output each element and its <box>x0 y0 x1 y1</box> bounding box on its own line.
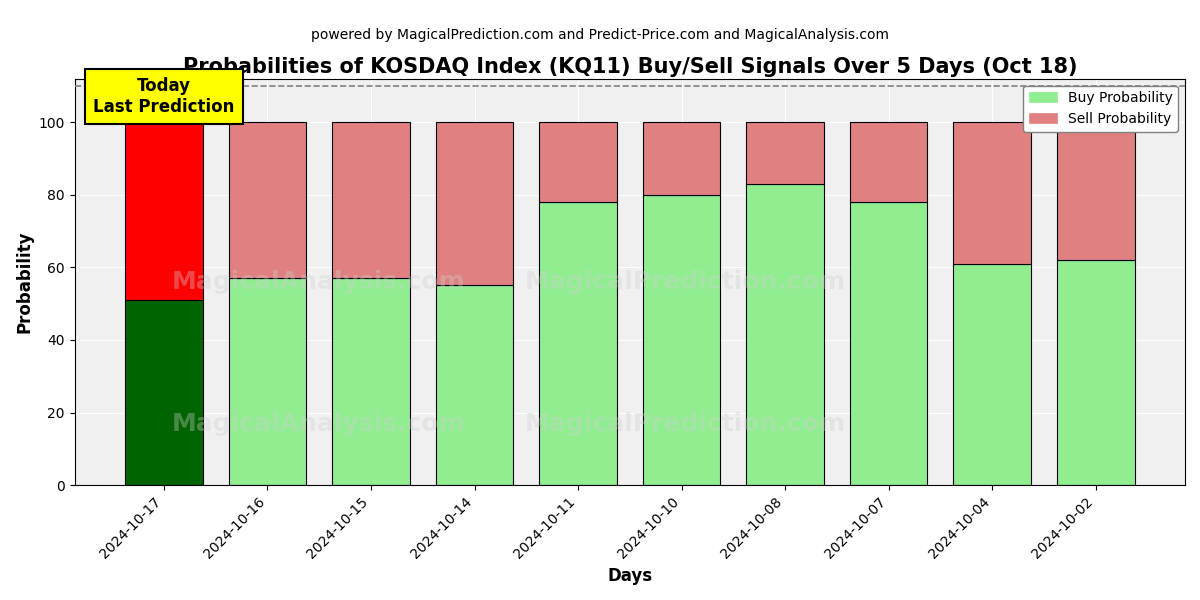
Bar <box>539 122 617 202</box>
Bar <box>229 278 306 485</box>
Title: Probabilities of KOSDAQ Index (KQ11) Buy/Sell Signals Over 5 Days (Oct 18): Probabilities of KOSDAQ Index (KQ11) Buy… <box>182 57 1078 77</box>
Bar <box>953 264 1031 485</box>
Bar <box>953 122 1031 264</box>
Bar <box>643 195 720 485</box>
Text: powered by MagicalPrediction.com and Predict-Price.com and MagicalAnalysis.com: powered by MagicalPrediction.com and Pre… <box>311 28 889 42</box>
Bar <box>850 122 928 202</box>
Bar <box>643 122 720 195</box>
Text: MagicalAnalysis.com: MagicalAnalysis.com <box>172 412 466 436</box>
Bar <box>746 184 824 485</box>
Bar <box>746 122 824 184</box>
Bar <box>332 122 410 278</box>
Bar <box>229 122 306 278</box>
Bar <box>125 122 203 300</box>
Text: MagicalPrediction.com: MagicalPrediction.com <box>524 270 846 294</box>
Bar <box>1057 260 1134 485</box>
Bar <box>539 202 617 485</box>
Bar <box>125 300 203 485</box>
Text: MagicalAnalysis.com: MagicalAnalysis.com <box>172 270 466 294</box>
Bar <box>436 286 514 485</box>
Legend: Buy Probability, Sell Probability: Buy Probability, Sell Probability <box>1024 85 1178 131</box>
Text: MagicalPrediction.com: MagicalPrediction.com <box>524 412 846 436</box>
Text: Today
Last Prediction: Today Last Prediction <box>94 77 235 116</box>
Y-axis label: Probability: Probability <box>16 230 34 333</box>
Bar <box>436 122 514 286</box>
Bar <box>332 278 410 485</box>
Bar <box>1057 122 1134 260</box>
Bar <box>850 202 928 485</box>
X-axis label: Days: Days <box>607 567 653 585</box>
